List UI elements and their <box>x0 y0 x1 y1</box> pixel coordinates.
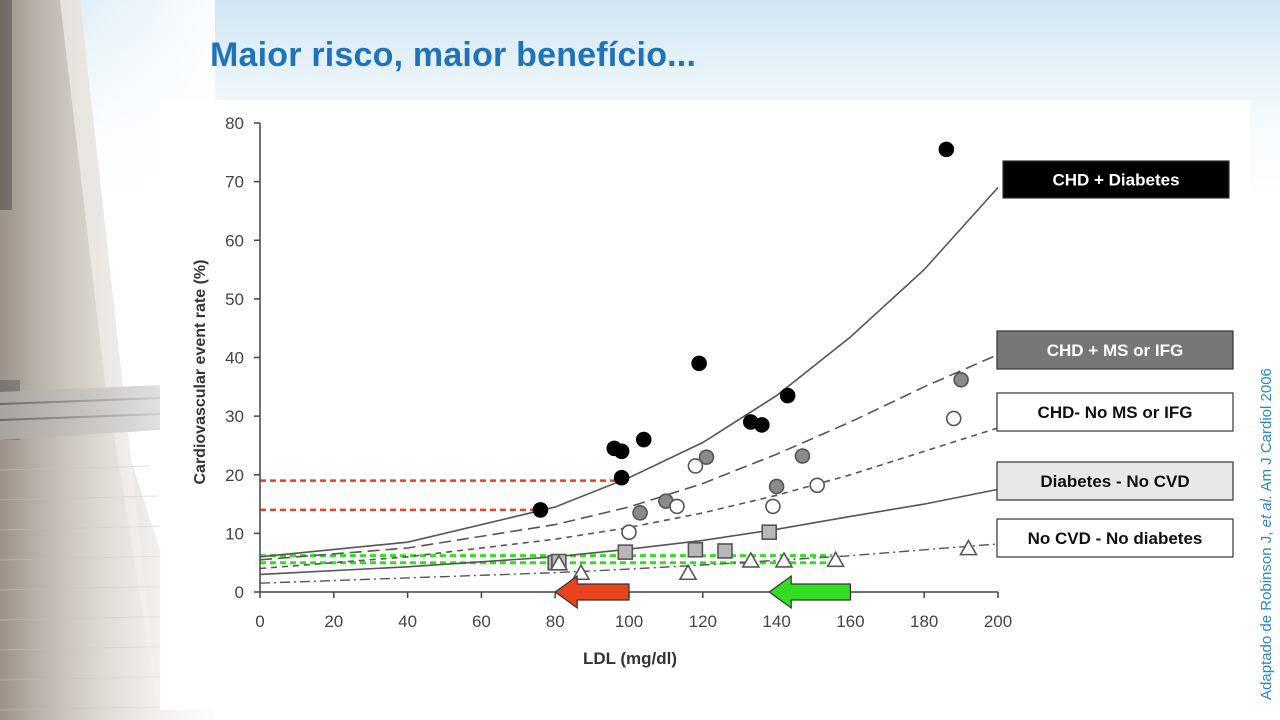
slide-title: Maior risco, maior benefício... <box>210 36 697 74</box>
data-point-circle <box>953 371 969 388</box>
y-tick-label: 10 <box>225 524 244 543</box>
y-tick-label: 80 <box>225 114 244 133</box>
y-tick-label: 0 <box>235 583 244 602</box>
data-point-triangle <box>959 539 978 556</box>
citation-suffix: Am J Cardiol 2006 <box>1258 368 1275 495</box>
data-point-circle <box>621 524 637 541</box>
data-point-circle <box>691 355 707 372</box>
data-point-circle <box>532 502 549 518</box>
x-tick-label: 180 <box>910 612 938 631</box>
citation-italic: et al. <box>1258 494 1275 528</box>
data-point-circle <box>613 443 630 460</box>
data-point-circle <box>613 469 630 486</box>
legend-box-2 <box>996 330 1234 370</box>
x-tick-label: 80 <box>546 612 565 631</box>
legend-box-4 <box>996 461 1234 501</box>
x-tick-label: 200 <box>984 612 1012 631</box>
y-tick-label: 60 <box>225 231 244 250</box>
data-point-triangle <box>549 554 569 571</box>
legend-label-3: CHD- No MS or IFG <box>1038 403 1193 422</box>
y-tick-label: 20 <box>225 466 244 485</box>
data-point-square <box>717 543 733 559</box>
data-point-square <box>617 544 634 560</box>
data-point-circle <box>779 387 796 404</box>
trend-curve-5 <box>259 543 999 584</box>
legend-box-3 <box>996 392 1234 432</box>
data-point-triangle <box>678 563 698 581</box>
data-point-square <box>687 541 704 558</box>
trend-curve-4 <box>259 488 999 576</box>
data-point-triangle <box>741 551 761 568</box>
y-tick-label: 70 <box>225 173 244 192</box>
legend-box-5 <box>996 518 1234 558</box>
y-axis-label: Cardiovascular event rate (%) <box>192 260 209 485</box>
data-point-circle <box>635 431 652 448</box>
legend-label-2: CHD + MS or IFG <box>1047 341 1183 360</box>
data-point-circle <box>768 478 785 495</box>
arrow-red <box>554 574 630 610</box>
trend-curve-3 <box>259 427 999 570</box>
data-point-circle <box>765 498 781 515</box>
legend-label-5: No CVD - No diabetes <box>1028 529 1203 548</box>
x-tick-label: 140 <box>762 612 790 631</box>
data-point-square <box>761 524 778 541</box>
data-point-circle <box>632 505 648 521</box>
x-axis-label: LDL (mg/dl) <box>583 649 677 668</box>
data-point-circle <box>809 477 825 494</box>
x-tick-label: 0 <box>255 612 264 631</box>
data-point-circle <box>754 417 770 433</box>
data-point-circle <box>687 458 704 474</box>
data-point-circle <box>698 449 715 465</box>
x-tick-label: 120 <box>689 612 717 631</box>
legend-box-1 <box>1002 160 1230 199</box>
data-point-circle <box>794 448 811 464</box>
trend-curve-2 <box>259 353 999 561</box>
x-tick-label: 20 <box>324 612 343 631</box>
data-point-circle <box>945 410 962 427</box>
arrow-green <box>768 574 852 610</box>
x-tick-label: 100 <box>615 612 643 631</box>
x-tick-label: 40 <box>398 612 417 631</box>
y-tick-label: 50 <box>225 290 244 309</box>
y-tick-label: 30 <box>225 407 244 426</box>
x-tick-label: 160 <box>836 612 864 631</box>
x-tick-label: 60 <box>472 612 491 631</box>
data-point-circle <box>938 141 955 158</box>
legend-label-4: Diabetes - No CVD <box>1040 472 1189 491</box>
data-point-triangle <box>826 550 846 568</box>
citation-prefix: Adaptado de Robinson J, <box>1258 527 1275 700</box>
data-point-circle <box>669 498 685 515</box>
trend-curve-1 <box>259 186 999 558</box>
data-point-triangle <box>774 551 794 568</box>
citation: Adaptado de Robinson J, et al. Am J Card… <box>1258 368 1275 700</box>
legend-label-1: CHD + Diabetes <box>1052 171 1179 190</box>
y-tick-label: 40 <box>225 349 244 368</box>
